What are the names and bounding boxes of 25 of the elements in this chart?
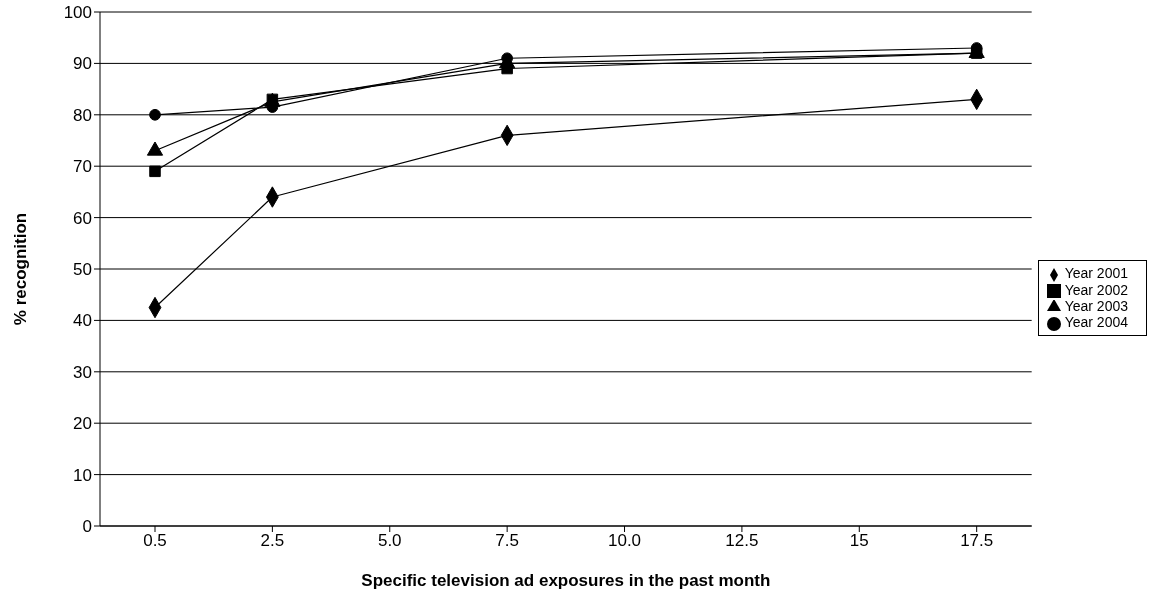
y-tick-label: 40 xyxy=(73,311,92,331)
y-tick-label: 90 xyxy=(73,54,92,74)
x-tick-label: 0.5 xyxy=(143,531,167,551)
y-tick-label: 80 xyxy=(73,105,92,125)
legend-label: Year 2002 xyxy=(1064,281,1128,298)
x-axis-title: Specific television ad exposures in the past month xyxy=(361,571,771,590)
x-tick-label: 10.0 xyxy=(607,531,642,551)
y-tick-label: 100 xyxy=(63,3,92,23)
x-tick-label: 7.5 xyxy=(495,531,519,551)
x-tick-label: 5.0 xyxy=(377,531,402,551)
y-tick-label: 20 xyxy=(73,414,92,434)
y-tick-label: 30 xyxy=(73,362,92,382)
legend-label: Year 2004 xyxy=(1064,314,1128,331)
x-tick-label: 12.5 xyxy=(725,531,759,551)
y-tick-label: 10 xyxy=(73,465,92,485)
x-tick-label: 15 xyxy=(849,531,869,551)
y-axis-title: % recognition xyxy=(11,212,31,326)
x-tick-label: 2.5 xyxy=(260,531,285,551)
y-tick-label: 50 xyxy=(73,260,92,280)
y-tick-label: 0 xyxy=(82,517,92,537)
y-tick-label: 70 xyxy=(73,157,92,177)
x-tick-label: 17.5 xyxy=(960,531,994,551)
legend-label: Year 2003 xyxy=(1064,298,1128,314)
y-tick-label: 60 xyxy=(73,208,92,228)
legend-label: Year 2001 xyxy=(1064,265,1128,282)
